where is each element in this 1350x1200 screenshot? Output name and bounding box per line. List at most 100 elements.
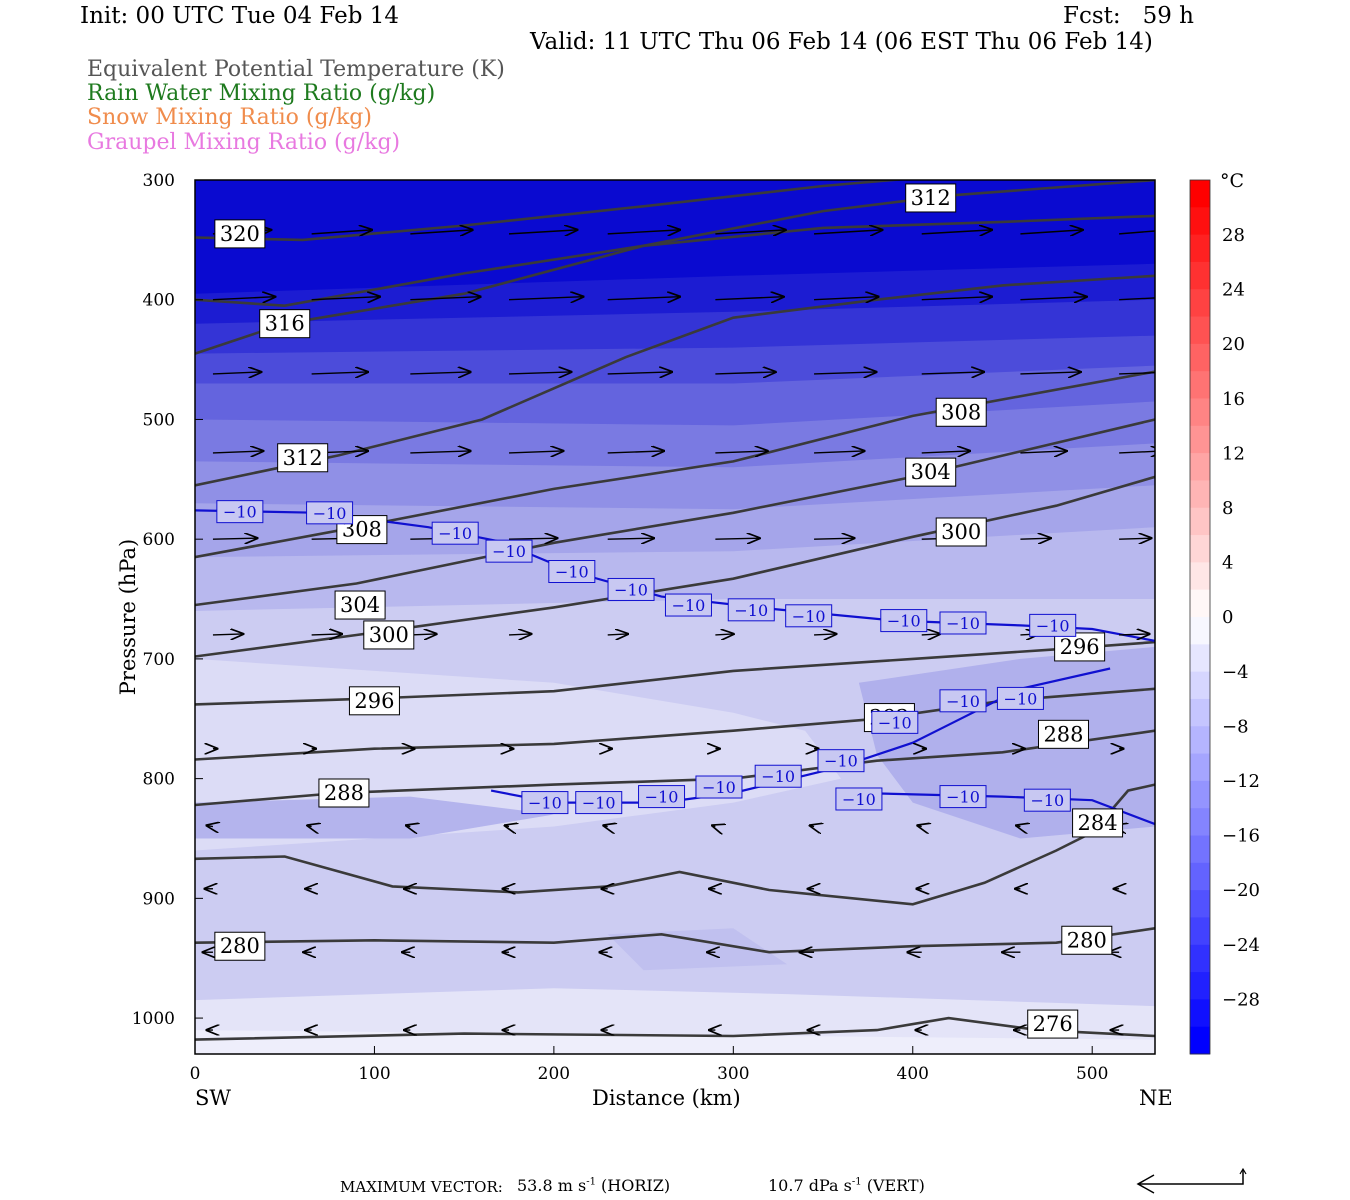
x-tick-label: 400	[897, 1064, 929, 1084]
wind-vector	[814, 372, 876, 374]
wind-vector	[1119, 372, 1155, 375]
wind-vector	[1119, 634, 1149, 635]
colorbar-swatch	[1190, 343, 1210, 372]
theta-e-label-312: 312	[905, 183, 957, 213]
y-tick-label: 400	[143, 291, 175, 311]
legend-theta-e: Equivalent Potential Temperature (K)	[87, 57, 505, 82]
colorbar-tick-label: 28	[1222, 225, 1245, 246]
wind-vector	[212, 372, 261, 374]
wind-vector	[1020, 451, 1066, 453]
theta-e-label-300: 300	[363, 620, 415, 650]
colorbar-swatch	[1190, 562, 1210, 591]
svg-text:304: 304	[911, 460, 951, 484]
svg-text:300: 300	[369, 623, 409, 647]
wind-vector	[607, 230, 680, 234]
svg-text:304: 304	[340, 593, 380, 617]
wind-vector	[604, 826, 608, 827]
svg-text:312: 312	[283, 446, 323, 470]
wind-vector	[715, 538, 759, 539]
fill-band	[195, 796, 554, 839]
colorbar-tick-label: 12	[1222, 443, 1245, 464]
wind-vector	[921, 297, 992, 300]
wind-vector	[918, 826, 922, 827]
x-axis-title: Distance (km)	[592, 1086, 741, 1110]
wind-vector	[212, 451, 263, 453]
svg-text:−10: −10	[492, 542, 526, 561]
svg-text:−10: −10	[555, 563, 589, 582]
isotherm-label: −10	[695, 775, 743, 799]
wind-vector	[1119, 297, 1155, 301]
svg-text:−10: −10	[887, 612, 921, 631]
svg-text:320: 320	[220, 222, 260, 246]
colorbar-swatch	[1190, 890, 1210, 918]
theta-e-label-304: 304	[905, 457, 957, 487]
svg-text:−10: −10	[438, 524, 472, 543]
theta-e-label-288: 288	[1037, 719, 1089, 749]
svg-text:−10: −10	[702, 778, 736, 797]
x-tick-label: 0	[190, 1064, 201, 1084]
wind-vector	[1119, 451, 1155, 453]
colorbar-tick-label: −8	[1222, 716, 1249, 737]
svg-text:−10: −10	[614, 580, 648, 599]
svg-text:−10: −10	[878, 713, 912, 732]
wind-vector	[1020, 230, 1082, 234]
x-left-end-label: SW	[195, 1086, 231, 1110]
colorbar-tick-label: −24	[1222, 935, 1260, 956]
colorbar-swatch	[1190, 917, 1210, 946]
init-time: Init: 00 UTC Tue 04 Feb 14	[80, 3, 400, 29]
isotherm-label: −10	[939, 689, 987, 713]
max-vector-vert: 10.7 dPa s-1 (VERT)	[768, 1176, 925, 1195]
wind-vector	[814, 634, 836, 635]
theta-e-contour-300	[195, 475, 1155, 658]
reference-vector-icon	[1136, 1167, 1247, 1194]
y-tick-label: 800	[143, 770, 175, 790]
wind-vector	[410, 372, 470, 374]
wind-vector	[1020, 372, 1080, 374]
wind-vector	[311, 634, 342, 635]
isotherm-label: −10	[835, 787, 883, 811]
isotherm-label: −10	[575, 791, 623, 815]
wind-vector	[410, 230, 472, 234]
theta-e-label-276: 276	[1027, 1009, 1079, 1039]
theta-e-label-300: 300	[935, 517, 987, 547]
legend-snow: Snow Mixing Ratio (g/kg)	[87, 105, 372, 130]
isotherm-label: −10	[485, 539, 533, 563]
colorbar-tick-label: −20	[1222, 880, 1260, 901]
isotherm-label: −10	[607, 577, 655, 601]
colorbar-swatch	[1190, 698, 1210, 727]
legend-graupel: Graupel Mixing Ratio (g/kg)	[87, 130, 401, 155]
forecast-hour: Fcst: 59 h	[1063, 3, 1194, 29]
colorbar-swatch	[1190, 425, 1210, 454]
isotherm-label: −10	[664, 593, 712, 617]
contour-labels: 3203163123123083043002962922882842802763…	[214, 183, 1124, 1039]
colorbar-swatch	[1190, 535, 1210, 563]
theta-e-contour-280	[195, 927, 1155, 954]
fill-band	[607, 928, 788, 971]
wind-vector	[508, 634, 531, 635]
wind-vector	[212, 297, 275, 300]
isotherm-label: −10	[996, 686, 1044, 710]
svg-text:−10: −10	[842, 790, 876, 809]
isotherm-label: −10	[1023, 788, 1071, 812]
wind-vector	[921, 451, 970, 453]
colorbar-swatch	[1190, 753, 1210, 782]
svg-text:296: 296	[354, 689, 394, 713]
colorbar-frame	[1189, 179, 1211, 1055]
svg-text:312: 312	[911, 186, 951, 210]
y-tick-label: 700	[143, 650, 175, 670]
svg-text:−10: −10	[582, 794, 616, 813]
plot-frame	[194, 179, 1156, 1055]
isotherm-label: −10	[431, 521, 479, 545]
x-tick-label: 200	[538, 1064, 570, 1084]
colorbar-tick-label: 8	[1222, 498, 1233, 519]
colorbar-tick-label: 16	[1222, 389, 1245, 410]
svg-text:−10: −10	[1004, 689, 1038, 708]
colorbar-swatch	[1190, 316, 1210, 345]
wind-vector	[1016, 826, 1020, 827]
wind-vector	[508, 297, 583, 300]
y-tick-label: 300	[143, 171, 175, 191]
theta-e-label-280: 280	[214, 931, 266, 961]
wind-vector	[715, 451, 767, 453]
wind-vector	[505, 826, 509, 827]
svg-text:−10: −10	[734, 601, 768, 620]
